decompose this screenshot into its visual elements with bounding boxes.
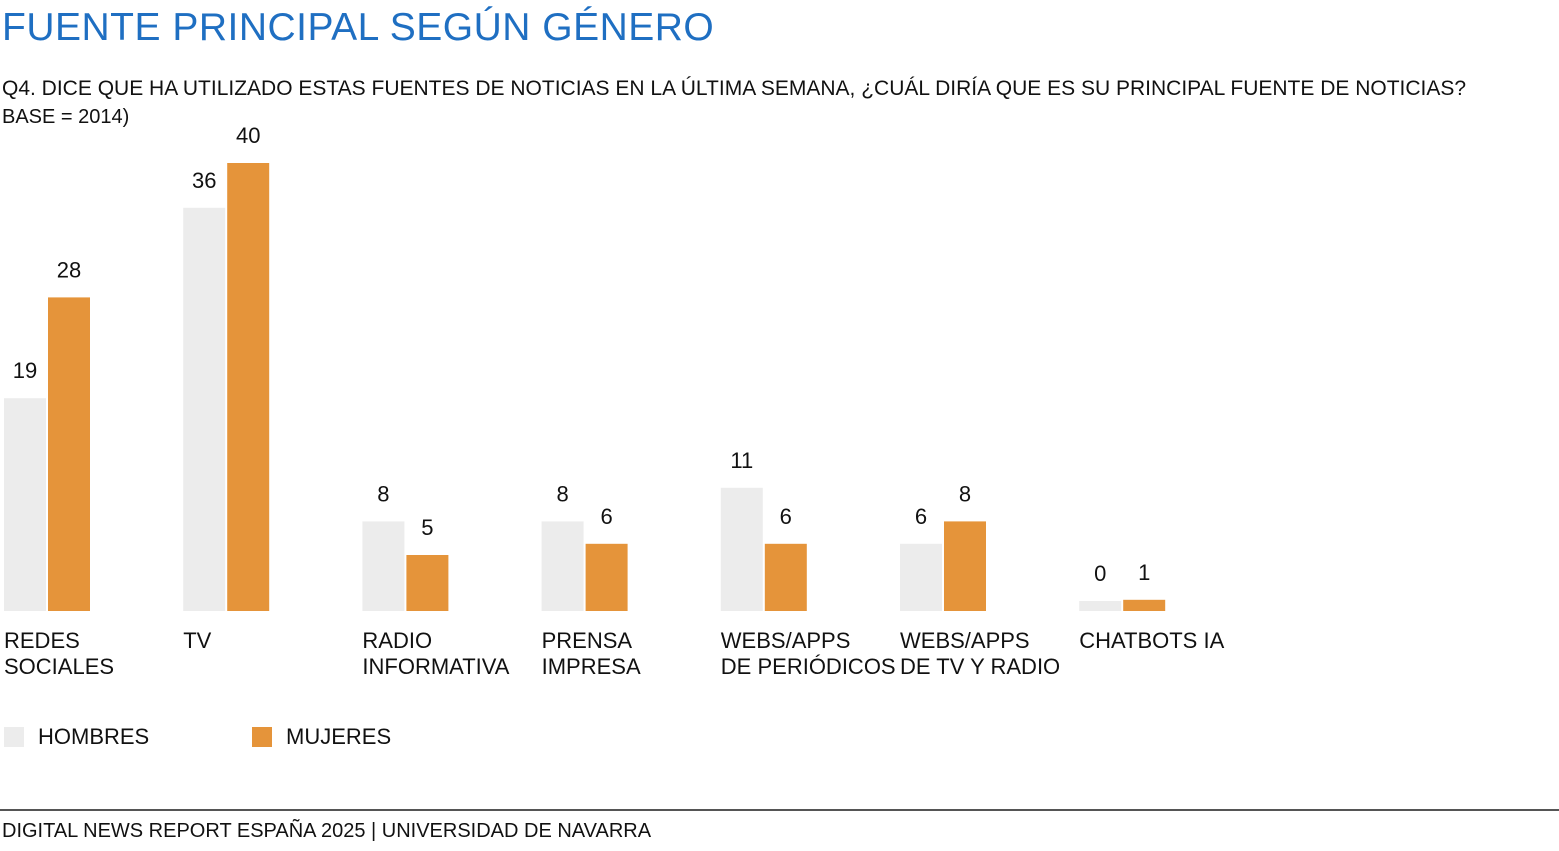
data-label-mujeres-webs-apps-de-periódicos: 6: [780, 504, 792, 529]
bar-hombres-tv: [183, 207, 226, 612]
category-label-tv: TV: [183, 628, 212, 653]
bar-hombres-radio-informativa: [362, 521, 405, 611]
data-label-hombres-prensa-impresa: 8: [556, 481, 568, 506]
data-label-mujeres-tv: 40: [236, 123, 260, 148]
bar-hombres-webs-apps-de-periódicos: [720, 487, 763, 611]
legend-item-mujeres: MUJERES: [252, 724, 391, 750]
bar-mujeres-chatbots-ia: [1123, 599, 1166, 611]
category-label-chatbots-ia: CHATBOTS IA: [1079, 628, 1225, 653]
bar-chart: 19 28 36 40 8 5 8 6 11 6 6 8 0 1: [4, 123, 1166, 612]
legend-swatch-hombres: [4, 727, 24, 747]
data-label-mujeres-prensa-impresa: 6: [600, 504, 612, 529]
bar-hombres-prensa-impresa: [541, 521, 584, 611]
chart-subtitle: Q4. DICE QUE HA UTILIZADO ESTAS FUENTES …: [2, 77, 1467, 100]
chart-title: FUENTE PRINCIPAL SEGÚN GÉNERO: [2, 6, 715, 49]
bar-mujeres-prensa-impresa: [585, 543, 628, 611]
footer-divider: [0, 809, 1559, 811]
category-label-radio-informativa: RADIO INFORMATIVA: [362, 628, 510, 679]
category-label-webs-apps-de-tv-y-radio: WEBS/APPS DE TV Y RADIO: [900, 628, 1061, 679]
data-label-hombres-chatbots-ia: 0: [1094, 561, 1106, 586]
category-label-webs-apps-de-periódicos: WEBS/APPS DE PERIÓDICOS: [720, 628, 896, 679]
footer-credit: DIGITAL NEWS REPORT ESPAÑA 2025 | UNIVER…: [2, 820, 652, 842]
legend-swatch-mujeres: [252, 727, 272, 747]
data-label-hombres-webs-apps-de-tv-y-radio: 6: [915, 504, 927, 529]
chart-base-note: BASE = 2014): [2, 106, 130, 128]
data-label-mujeres-radio-informativa: 5: [421, 515, 433, 540]
legend-label-hombres: HOMBRES: [38, 724, 150, 749]
data-label-mujeres-chatbots-ia: 1: [1138, 560, 1150, 585]
bar-hombres-webs-apps-de-tv-y-radio: [900, 543, 942, 611]
data-label-hombres-webs-apps-de-periódicos: 11: [730, 448, 753, 473]
data-label-hombres-radio-informativa: 8: [377, 481, 389, 506]
bar-mujeres-webs-apps-de-tv-y-radio: [944, 521, 986, 611]
bar-hombres-redes-sociales: [4, 398, 46, 611]
legend-label-mujeres: MUJERES: [286, 724, 392, 749]
data-label-mujeres-redes-sociales: 28: [57, 257, 81, 282]
bar-mujeres-radio-informativa: [406, 555, 449, 611]
bar-mujeres-tv: [227, 163, 270, 611]
data-label-hombres-redes-sociales: 19: [13, 358, 37, 383]
bar-mujeres-redes-sociales: [48, 297, 90, 611]
data-label-hombres-tv: 36: [192, 168, 216, 193]
data-label-mujeres-webs-apps-de-tv-y-radio: 8: [959, 481, 971, 506]
legend-item-hombres: HOMBRES: [4, 724, 149, 750]
category-label-prensa-impresa: PRENSA IMPRESA: [541, 628, 641, 679]
bar-mujeres-webs-apps-de-periódicos: [764, 543, 807, 611]
category-label-redes-sociales: REDES SOCIALES: [4, 628, 115, 679]
bar-hombres-chatbots-ia: [1079, 601, 1122, 611]
